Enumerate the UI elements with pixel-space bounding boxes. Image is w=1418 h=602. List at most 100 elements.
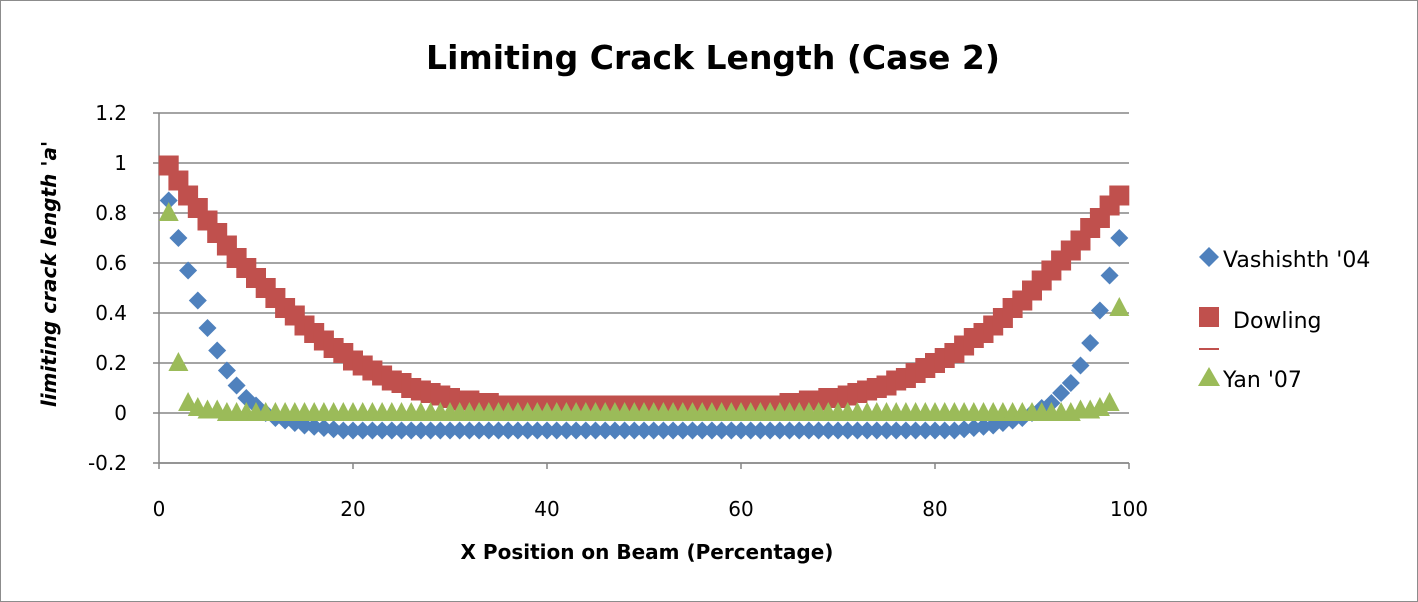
data-point-vashishth	[421, 421, 440, 440]
data-point-vashishth	[1090, 301, 1109, 320]
data-point-vashishth	[770, 421, 789, 440]
data-point-vashishth	[732, 421, 750, 440]
series-dowling	[158, 155, 1130, 416]
data-point-vashishth	[576, 421, 595, 440]
data-point-vashishth	[906, 421, 925, 440]
data-point-vashishth	[363, 421, 382, 440]
y-tick-label: 0.6	[95, 251, 127, 275]
data-point-vashishth	[334, 421, 353, 440]
data-point-vashishth	[664, 421, 683, 440]
data-point-vashishth	[712, 421, 731, 440]
data-point-yan	[168, 352, 189, 371]
data-point-vashishth	[547, 421, 566, 440]
x-tick-label: 40	[534, 497, 559, 521]
data-point-vashishth	[567, 421, 586, 440]
data-point-vashishth	[858, 421, 877, 440]
data-point-vashishth	[702, 421, 721, 440]
data-point-vashishth	[596, 421, 615, 440]
series-vashishth	[159, 191, 1129, 440]
legend-label-vashishth: Vashishth '04	[1223, 248, 1370, 273]
data-point-vashishth	[411, 421, 430, 440]
data-point-yan	[158, 202, 179, 221]
series-yan	[158, 202, 1130, 421]
data-point-vashishth	[441, 421, 459, 440]
data-point-vashishth	[470, 421, 489, 440]
data-point-vashishth	[819, 421, 838, 440]
data-point-vashishth	[479, 421, 498, 440]
data-point-vashishth	[460, 421, 479, 440]
data-point-vashishth	[916, 421, 935, 440]
data-point-vashishth	[848, 421, 867, 440]
data-point-vashishth	[179, 261, 198, 280]
data-point-dowling	[1109, 185, 1130, 206]
data-point-vashishth	[877, 421, 896, 440]
data-point-vashishth	[344, 421, 362, 440]
x-tick-label: 60	[728, 497, 753, 521]
x-axis-title: X Position on Beam (Percentage)	[461, 540, 834, 564]
legend-marker-vashishth	[1199, 247, 1219, 267]
data-point-yan	[1099, 392, 1120, 411]
data-point-vashishth	[838, 421, 857, 440]
data-point-vashishth	[169, 229, 188, 247]
data-point-vashishth	[402, 421, 421, 440]
y-tick-label: 0.2	[95, 351, 127, 375]
data-point-vashishth	[780, 421, 799, 440]
data-point-vashishth	[489, 421, 508, 440]
x-tick-label: 0	[153, 497, 166, 521]
data-point-vashishth	[557, 421, 576, 440]
data-point-vashishth	[1052, 384, 1071, 402]
data-point-vashishth	[615, 421, 634, 440]
data-point-vashishth	[625, 421, 644, 440]
data-point-vashishth	[605, 421, 624, 440]
data-point-vashishth	[635, 421, 653, 440]
data-point-vashishth	[508, 421, 527, 440]
data-point-vashishth	[518, 421, 537, 440]
y-tick-label: 1.2	[95, 101, 127, 125]
data-point-vashishth	[809, 421, 828, 440]
data-point-vashishth	[683, 421, 702, 440]
data-point-vashishth	[799, 421, 818, 440]
data-point-vashishth	[693, 421, 712, 440]
data-point-vashishth	[217, 361, 236, 380]
data-point-vashishth	[1081, 334, 1100, 352]
data-point-vashishth	[722, 421, 741, 440]
data-point-vashishth	[935, 421, 954, 440]
data-point-vashishth	[1061, 374, 1080, 392]
data-point-vashishth	[586, 421, 605, 440]
data-point-vashishth	[198, 319, 217, 337]
data-point-vashishth	[528, 421, 547, 440]
data-point-vashishth	[790, 421, 809, 440]
x-tick-label: 20	[340, 497, 365, 521]
data-point-vashishth	[431, 421, 450, 440]
data-point-vashishth	[392, 421, 411, 440]
data-point-vashishth	[538, 421, 556, 440]
y-axis-title: limiting crack length 'a'	[37, 141, 61, 407]
data-point-vashishth	[382, 421, 401, 440]
legend-item-yan: Yan '07	[1198, 367, 1302, 393]
data-point-vashishth	[926, 421, 944, 440]
data-point-vashishth	[741, 421, 760, 440]
data-point-vashishth	[829, 421, 847, 440]
data-point-vashishth	[1110, 229, 1129, 247]
legend: Vashishth '04 Dowling Yan '07	[1198, 247, 1370, 393]
legend-marker-dowling	[1199, 307, 1219, 327]
data-point-vashishth	[673, 421, 692, 440]
legend-item-vashishth: Vashishth '04	[1199, 247, 1370, 273]
y-tick-label: 1	[114, 151, 127, 175]
y-tick-label: 0.8	[95, 201, 127, 225]
data-point-vashishth	[644, 421, 663, 440]
data-point-vashishth	[761, 421, 780, 440]
legend-label-yan: Yan '07	[1222, 368, 1302, 393]
chart-title: Limiting Crack Length (Case 2)	[426, 38, 1000, 77]
data-point-yan	[1109, 297, 1130, 316]
data-point-vashishth	[499, 421, 518, 440]
x-tick-label: 80	[922, 497, 947, 521]
data-point-vashishth	[353, 421, 372, 440]
data-point-vashishth	[1071, 356, 1090, 375]
data-point-vashishth	[654, 421, 673, 440]
data-point-vashishth	[867, 421, 886, 440]
legend-marker-yan	[1198, 367, 1220, 386]
data-point-vashishth	[373, 421, 392, 440]
